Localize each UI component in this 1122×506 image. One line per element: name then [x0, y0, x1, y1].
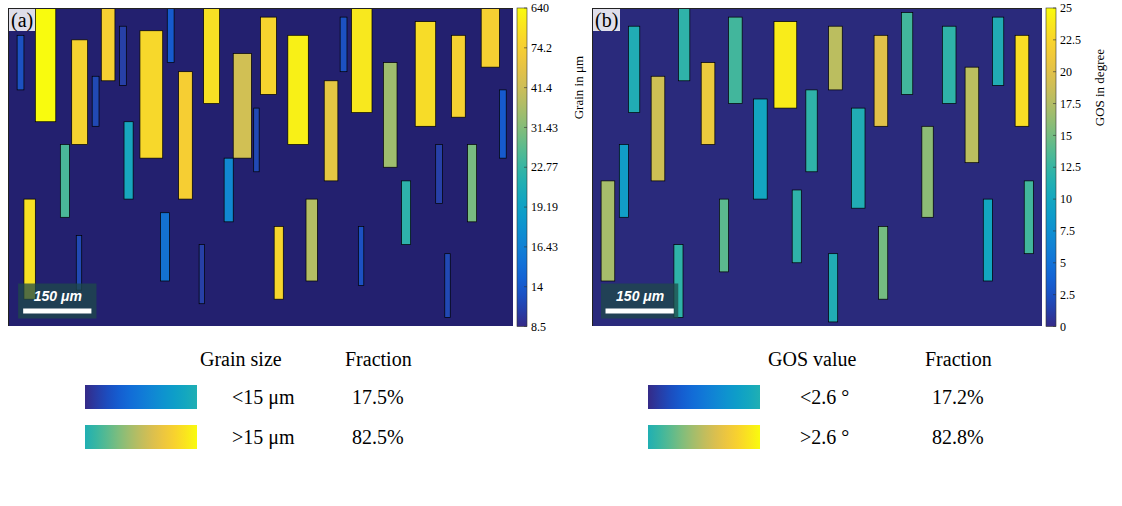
html-text:(b): (b) — [595, 9, 619, 31]
svg-text:22.77: 22.77 — [531, 160, 558, 174]
svg-text:2.5: 2.5 — [1060, 288, 1075, 302]
svg-text:5: 5 — [1060, 256, 1066, 270]
svg-text:19.19: 19.19 — [531, 200, 558, 214]
svg-text:25: 25 — [1060, 1, 1072, 15]
svg-text:16.43: 16.43 — [531, 240, 558, 254]
svg-text:GOS in degree: GOS in degree — [1093, 49, 1108, 126]
html-text:Grain size: Grain size — [200, 347, 282, 370]
svg-text:31.43: 31.43 — [531, 121, 558, 135]
svg-text:15: 15 — [1060, 129, 1072, 143]
html-text:<15 μm: <15 μm — [232, 385, 295, 408]
svg-text:640: 640 — [531, 1, 549, 15]
html-text:>15 μm: >15 μm — [232, 425, 295, 448]
html-text:82.8%: 82.8% — [932, 425, 984, 448]
svg-text:10: 10 — [1060, 192, 1072, 206]
svg-text:8.5: 8.5 — [531, 320, 546, 334]
svg-text:150 μm: 150 μm — [34, 288, 82, 304]
svg-text:7.5: 7.5 — [1060, 224, 1075, 238]
html-text:GOS value: GOS value — [768, 347, 857, 370]
html-text:17.2%: 17.2% — [932, 385, 984, 408]
html-text:Fraction: Fraction — [925, 347, 992, 370]
svg-text:41.4: 41.4 — [531, 81, 552, 95]
svg-text:14: 14 — [531, 280, 543, 294]
svg-text:150 μm: 150 μm — [616, 288, 664, 304]
html-text:>2.6 °: >2.6 ° — [800, 425, 850, 448]
html-text:82.5%: 82.5% — [352, 425, 404, 448]
svg-text:17.5: 17.5 — [1060, 97, 1081, 111]
svg-text:22.5: 22.5 — [1060, 33, 1081, 47]
html-text:(a): (a) — [11, 9, 34, 31]
html-text:17.5%: 17.5% — [352, 385, 404, 408]
svg-text:74.2: 74.2 — [531, 41, 552, 55]
html-text:Fraction: Fraction — [345, 347, 412, 370]
svg-text:20: 20 — [1060, 65, 1072, 79]
svg-text:0: 0 — [1060, 320, 1066, 334]
svg-text:Grain in μm: Grain in μm — [571, 56, 586, 119]
svg-text:12.5: 12.5 — [1060, 160, 1081, 174]
html-text:<2.6 °: <2.6 ° — [800, 385, 850, 408]
